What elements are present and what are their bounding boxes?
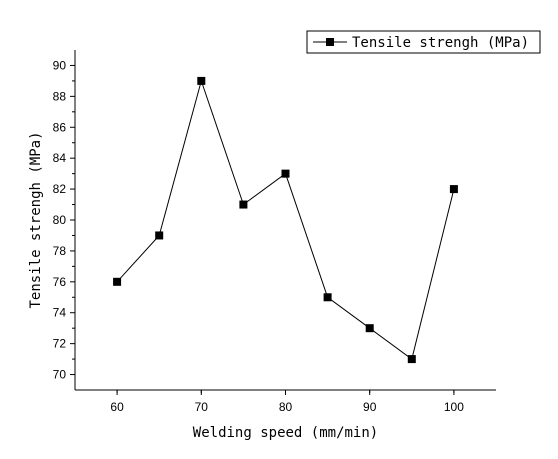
legend-label: Tensile strengh (MPa) (352, 35, 529, 51)
y-tick-label: 78 (53, 244, 67, 258)
legend: Tensile strengh (MPa) (306, 30, 541, 54)
y-tick-label: 72 (53, 337, 67, 351)
ticks: 70 72 74 76 78 80 82 84 86 88 90 60 70 80 90 100 (53, 58, 465, 414)
y-tick-label: 84 (53, 151, 67, 165)
y-axis-label: Tensile strengh (MPa) (28, 131, 44, 308)
y-tick-label: 88 (53, 89, 67, 103)
x-tick-label: 80 (279, 400, 293, 414)
data-point-marker (239, 200, 248, 209)
x-axis-label: Welding speed (mm/min) (193, 425, 378, 441)
x-tick-label: 100 (444, 400, 464, 414)
y-tick-label: 90 (53, 58, 67, 72)
series-layer (113, 76, 458, 364)
y-tick-label: 80 (53, 213, 67, 227)
data-point-marker (365, 324, 374, 333)
data-point-marker (449, 185, 458, 194)
x-tick-label: 90 (363, 400, 377, 414)
legend-marker (326, 38, 334, 46)
y-tick-label: 76 (53, 275, 67, 289)
y-tick-label: 86 (53, 120, 67, 134)
data-point-marker (281, 169, 290, 178)
data-point-marker (113, 277, 122, 286)
axes (74, 50, 496, 391)
data-point-marker (407, 355, 416, 364)
data-point-marker (197, 76, 206, 85)
legend-box (306, 30, 541, 54)
series-line (116, 79, 455, 360)
x-tick-label: 70 (195, 400, 209, 414)
x-tick-label: 60 (110, 400, 124, 414)
y-tick-label: 82 (53, 182, 67, 196)
data-point-marker (323, 293, 332, 302)
y-tick-label: 74 (53, 306, 67, 320)
data-point-marker (155, 231, 164, 240)
y-tick-label: 70 (53, 368, 67, 382)
